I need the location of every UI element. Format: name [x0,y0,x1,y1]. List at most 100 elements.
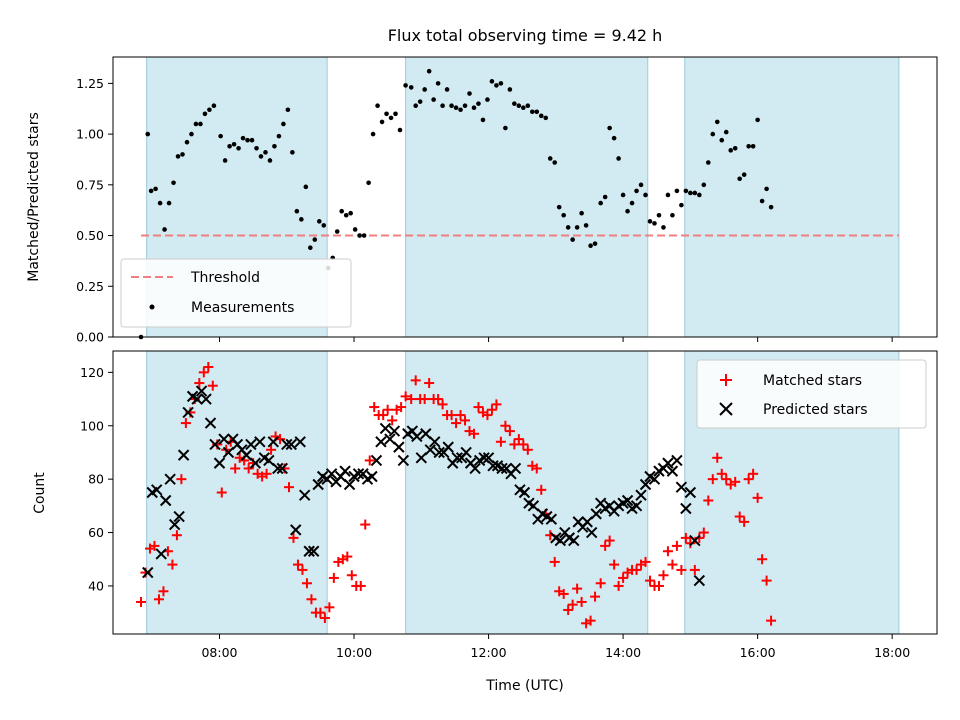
top-y-tick-label: 0.50 [76,228,104,243]
bottom-y-tick-label: 100 [80,418,104,433]
matched-star-point [653,580,664,591]
legend-predicted-label: Predicted stars [763,402,868,418]
measurement-point [565,225,571,230]
measurement-point [507,87,513,92]
measurement-point [714,119,720,125]
predicted-star-point [590,508,602,520]
measurement-point [746,143,751,149]
matched-star-point [292,559,303,570]
matched-star-point [194,378,205,389]
measurement-point [281,121,286,127]
predicted-star-point [429,436,441,448]
measurement-point [458,107,463,113]
matched-star-point [748,468,759,479]
matched-star-point [410,375,421,386]
measurement-point [276,133,282,139]
matched-star-point [491,399,502,410]
matched-star-point [482,410,493,421]
measurement-point [254,146,259,151]
measurement-point [620,192,626,198]
bottom-y-tick-label: 120 [80,365,104,380]
matched-star-point [180,418,191,429]
bottom-y-tick-label: 80 [88,472,104,487]
predicted-star-point [411,430,423,443]
measurement-point [485,97,490,102]
matched-star-point [658,570,669,581]
predicted-star-point [635,489,647,501]
predicted-star-point [173,510,185,523]
measurement-point [343,212,349,218]
measurement-point [379,119,385,125]
matched-star-point [176,474,187,485]
predicted-star-point [267,436,280,448]
predicted-star-point [518,486,531,499]
matched-star-point [455,410,466,421]
measurement-point [211,103,217,108]
predicted-star-point [393,441,405,453]
matched-star-point [360,519,371,530]
matched-star-point [382,404,393,415]
matched-star-point [486,404,497,415]
measurement-point [267,158,273,163]
matched-star-point [645,575,656,586]
matched-star-point [406,394,417,405]
matched-star-point [315,607,326,618]
measurement-point [408,85,414,90]
measurement-point [634,188,639,194]
matched-star-point [136,596,147,607]
measurement-point [184,139,190,145]
predicted-star-point [213,457,226,469]
measurement-point [334,229,340,234]
measurement-point [679,202,684,208]
predicted-star-point [281,438,293,451]
predicted-star-point [675,481,688,493]
matched-star-point [671,540,682,551]
predicted-star-point [312,478,324,491]
predicted-star-point [693,574,706,587]
matched-star-point [576,596,587,607]
measurement-point [366,180,371,186]
matched-star-point [433,394,444,405]
measurement-point [245,137,250,143]
legend-measurements-label: Measurements [191,300,294,316]
measurement-point [543,115,549,121]
measurement-point [665,192,671,198]
measurement-point [272,143,277,149]
predicted-star-point [420,428,432,440]
predicted-star-point [240,449,253,461]
matched-star-point [518,439,529,450]
measurement-point [652,221,657,226]
matched-star-point [207,380,218,391]
measurement-point [674,188,680,194]
measurement-point [157,200,163,206]
measurement-point [583,223,589,228]
measurement-points [138,68,774,340]
x-tick-label: 16:00 [740,645,776,660]
measurement-point [529,109,535,115]
measurement-point [384,111,389,117]
measurement-point [403,83,408,88]
predicted-star-point [254,436,266,448]
legend-threshold-label: Threshold [190,270,260,286]
measurement-point [705,160,711,165]
measurement-point [431,97,436,102]
measurement-point [638,182,644,188]
measurement-point [397,127,403,133]
matched-star-point [306,594,317,605]
matched-star-point [149,540,160,551]
measurement-point [579,210,584,216]
matched-star-point [509,439,520,450]
predicted-star-point [168,518,181,531]
predicted-star-point [142,566,154,579]
predicted-star-point [671,454,683,467]
predicted-star-point [469,462,481,475]
matched-star-point [288,532,299,543]
measurement-point [145,131,151,137]
predicted-star-point [680,502,692,515]
matched-star-point [585,615,596,626]
measurement-point [588,243,593,248]
measurement-point [741,172,747,177]
measurement-point [263,150,268,155]
matched-star-point [558,588,569,599]
